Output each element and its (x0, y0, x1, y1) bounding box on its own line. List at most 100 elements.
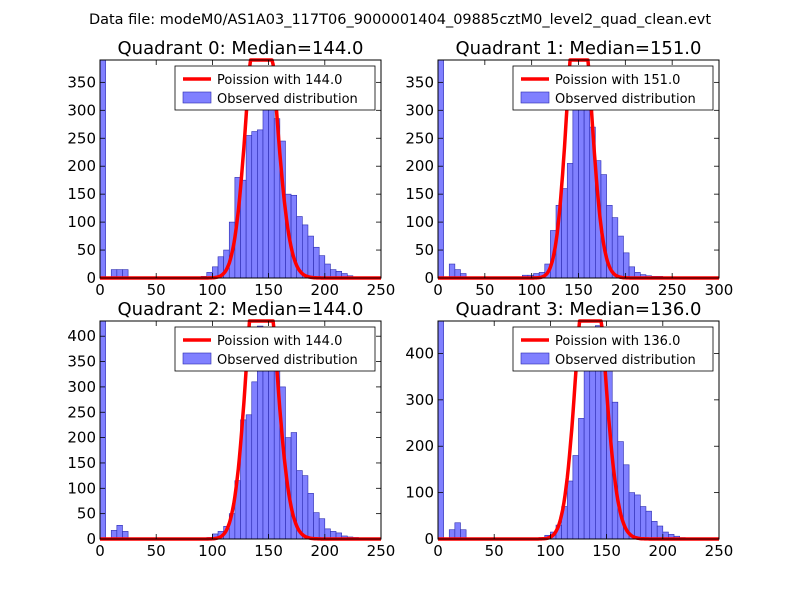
histogram-bar (651, 521, 658, 540)
histogram-bar (566, 480, 574, 540)
histogram-bar (617, 235, 624, 279)
y-tick-label: 150 (405, 185, 434, 203)
y-tick-label: 50 (415, 241, 434, 259)
y-tick-label: 200 (405, 437, 434, 455)
legend-bar-swatch (182, 352, 212, 365)
x-tick-label: 50 (485, 542, 504, 560)
x-tick-label: 250 (658, 281, 687, 299)
legend-label-observed: Observed distribution (555, 353, 696, 368)
axes-frame (99, 320, 382, 540)
legend-label-poisson: Poission with 136.0 (555, 334, 680, 349)
y-tick-label: 300 (67, 101, 96, 119)
histogram-bar (634, 494, 641, 540)
legend-bar-swatch (520, 352, 550, 365)
y-tick-label: 300 (405, 101, 434, 119)
y-tick-label: 50 (77, 505, 96, 523)
histogram-bar (257, 129, 264, 279)
x-tick-label: 0 (95, 542, 105, 560)
histogram-bar (572, 107, 579, 279)
y-tick-label: 250 (67, 129, 96, 147)
y-tick-label: 350 (67, 353, 96, 371)
y-tick-label: 0 (424, 530, 434, 548)
histogram-bar (324, 263, 331, 279)
subplot-2: Quadrant 2: Median=144.0 0 50 100 150 200 250 0… (67, 299, 395, 560)
histogram-bar (578, 93, 585, 279)
legend-label-observed: Observed distribution (555, 92, 696, 107)
x-tick-label: 0 (433, 281, 443, 299)
x-tick-label: 200 (310, 542, 339, 560)
x-tick-label: 100 (536, 542, 565, 560)
y-tick-label: 100 (405, 213, 434, 231)
y-tick-label: 100 (405, 484, 434, 502)
y-tick-label: 0 (86, 269, 96, 287)
histogram-bar (454, 522, 461, 540)
histogram-bar (583, 364, 591, 540)
histogram-bar (116, 525, 123, 540)
histogram-bar (99, 320, 106, 540)
histogram-bar (583, 82, 591, 279)
subplot-1: Quadrant 1: Median=151.0 0 50 100 150 200 250 3… (405, 38, 733, 299)
histogram-bar (251, 381, 258, 540)
x-tick-label: 250 (367, 542, 396, 560)
histogram-bar (313, 246, 320, 279)
histogram-bar (448, 263, 456, 279)
subplot-title: Quadrant 3: Median=136.0 (456, 299, 702, 320)
x-tick-label: 0 (95, 281, 105, 299)
histogram-bar (302, 475, 309, 540)
legend-bar-swatch (182, 91, 212, 104)
x-tick-label: 150 (564, 281, 593, 299)
subplot-title: Quadrant 2: Median=144.0 (118, 299, 364, 320)
y-tick-label: 0 (86, 530, 96, 548)
axes-frame (437, 320, 720, 540)
y-tick-label: 300 (67, 378, 96, 396)
histogram-bar (645, 510, 652, 540)
legend-bar-swatch (520, 91, 550, 104)
y-tick-label: 350 (67, 73, 96, 91)
histogram-bar (245, 414, 253, 540)
legend: Poission with 144.0 Observed distribution (174, 65, 376, 111)
y-tick-label: 250 (67, 403, 96, 421)
histogram-bar (572, 455, 579, 540)
subplot-0: Quadrant 0: Median=144.0 0 50 100 150 200 250 0… (67, 38, 395, 299)
x-tick-label: 50 (147, 542, 166, 560)
legend-label-observed: Observed distribution (217, 92, 358, 107)
histogram-bar (656, 525, 664, 540)
figure-suptitle: Data file: modeM0/AS1A03_117T06_90000014… (89, 12, 711, 28)
y-tick-label: 150 (67, 454, 96, 472)
legend-label-observed: Observed distribution (217, 353, 358, 368)
legend: Poission with 144.0 Observed distribution (174, 326, 376, 372)
x-tick-label: 200 (310, 281, 339, 299)
x-tick-label: 200 (611, 281, 640, 299)
axes-frame (99, 59, 382, 279)
histogram-bar (318, 255, 326, 279)
histogram-bar (302, 224, 309, 279)
legend-label-poisson: Poission with 144.0 (217, 73, 342, 88)
x-tick-label: 150 (254, 542, 283, 560)
histogram-bar (611, 217, 619, 279)
y-tick-label: 400 (405, 344, 434, 362)
y-tick-label: 250 (405, 129, 434, 147)
x-tick-label: 150 (592, 542, 621, 560)
x-tick-label: 250 (705, 542, 734, 560)
x-tick-label: 300 (705, 281, 734, 299)
histogram-bar (566, 163, 574, 279)
x-tick-label: 100 (198, 542, 227, 560)
histogram-bar (307, 493, 314, 540)
y-tick-label: 350 (405, 73, 434, 91)
x-tick-label: 100 (517, 281, 546, 299)
y-tick-label: 200 (405, 157, 434, 175)
histogram-bar (268, 346, 275, 540)
histogram-bar (251, 131, 258, 279)
x-tick-label: 50 (475, 281, 494, 299)
histogram-bar (99, 59, 106, 279)
y-tick-label: 100 (67, 479, 96, 497)
subplot-title: Quadrant 0: Median=144.0 (118, 38, 364, 59)
histogram-bar (262, 90, 269, 279)
x-tick-label: 0 (433, 542, 443, 560)
y-tick-label: 100 (67, 213, 96, 231)
histogram-bar (307, 235, 314, 279)
x-tick-label: 100 (198, 281, 227, 299)
y-tick-label: 200 (67, 157, 96, 175)
histogram-bar (313, 512, 320, 540)
